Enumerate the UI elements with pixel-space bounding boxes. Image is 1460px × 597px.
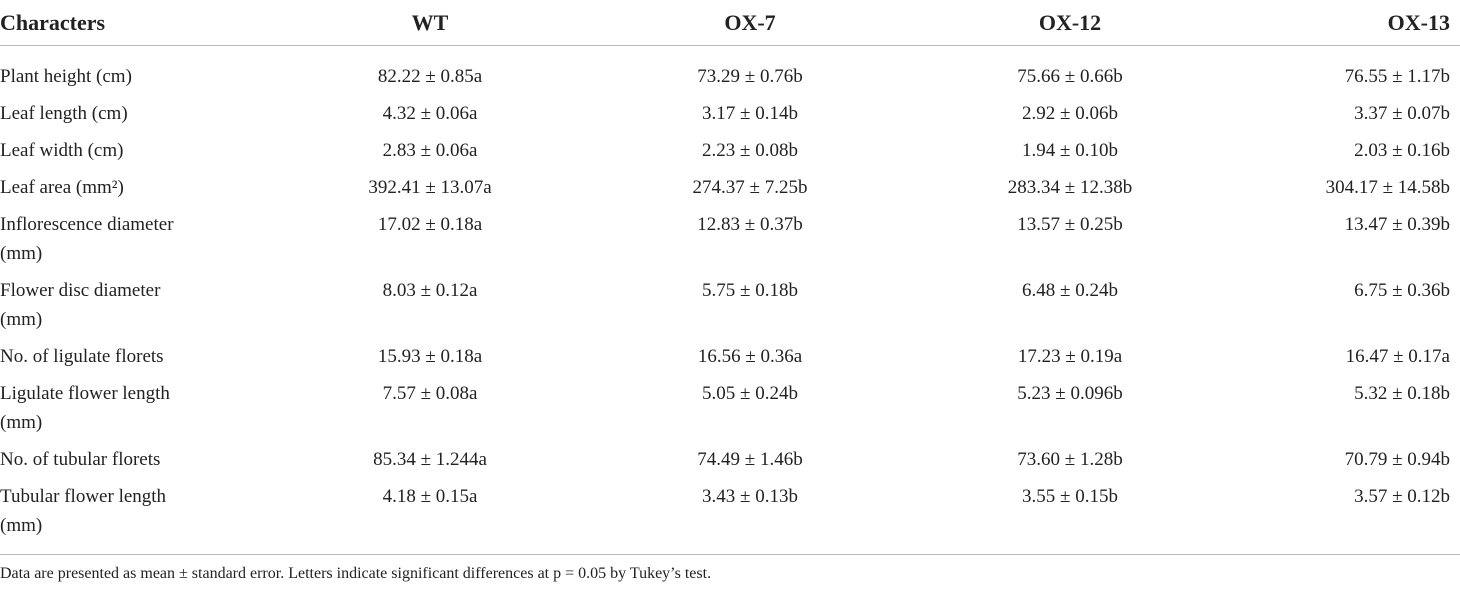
value-cell: 16.56 ± 0.36a [697,346,803,367]
value-cell: 82.22 ± 0.85a [377,66,483,87]
table-row: Inflorescence diameter (mm) 17.02 ± 0.18a… [0,206,1460,272]
row-label: Flower disc diameter (mm) [0,280,161,330]
row-label-cell: Plant height (cm) [0,46,270,96]
value-cell: 4.18 ± 0.15a [382,486,478,507]
table-row: No. of ligulate florets 15.93 ± 0.18a 16.5… [0,338,1460,375]
value-cell: 12.83 ± 0.37b [697,214,803,235]
row-label-cell: Flower disc diameter (mm) [0,272,270,338]
value-cell: 2.03 ± 0.16b [1354,140,1450,161]
value-cell: 3.37 ± 0.07b [1354,103,1450,124]
column-header: Characters [0,0,270,46]
column-header: WT [270,0,590,46]
header-row: Characters WT OX-7 OX-12 OX-13 [0,0,1460,46]
row-label: Leaf length (cm) [0,103,128,124]
column-header: OX-12 [910,0,1230,46]
row-label: No. of ligulate florets [0,346,164,367]
value-cell: 13.57 ± 0.25b [1017,214,1123,235]
row-label: Leaf width (cm) [0,140,124,161]
footnote: Data are presented as mean ± standard er… [0,565,712,582]
column-header: OX-13 [1230,0,1460,46]
value-cell: 392.41 ± 13.07a [368,177,492,198]
table-row: Leaf width (cm) 2.83 ± 0.06a 2.23 ± 0.08b 1… [0,132,1460,169]
value-cell: 2.23 ± 0.08b [702,140,798,161]
value-cell: 15.93 ± 0.18a [377,346,483,367]
value-cell: 73.60 ± 1.28b [1017,449,1123,470]
value-cell: 85.34 ± 1.244a [373,449,487,470]
row-label: Inflorescence diameter (mm) [0,214,174,264]
value-cell: 76.55 ± 1.17b [1344,66,1450,87]
row-label: Plant height (cm) [0,66,132,87]
value-cell: 274.37 ± 7.25b [692,177,808,198]
value-cell: 17.23 ± 0.19a [1017,346,1123,367]
value-cell: 75.66 ± 0.66b [1017,66,1123,87]
table-row: No. of tubular florets 85.34 ± 1.244a 74.4… [0,441,1460,478]
value-cell: 3.57 ± 0.12b [1354,486,1450,507]
value-cell: 5.23 ± 0.096b [1017,383,1123,404]
row-label-cell: Ligulate flower length (mm) [0,375,270,441]
value-cell: 13.47 ± 0.39b [1344,214,1450,235]
table-row: Flower disc diameter (mm) 8.03 ± 0.12a 5.7… [0,272,1460,338]
value-cell: 7.57 ± 0.08a [382,383,478,404]
value-cell: 2.83 ± 0.06a [382,140,478,161]
value-cell: 4.32 ± 0.06a [382,103,478,124]
value-cell: 5.75 ± 0.18b [702,280,798,301]
row-label-cell: No. of tubular florets [0,441,270,478]
row-label: No. of tubular florets [0,449,161,470]
table-row: Tubular flower length (mm) 4.18 ± 0.15a 3.… [0,478,1460,555]
value-cell: 3.55 ± 0.15b [1022,486,1118,507]
value-cell: 73.29 ± 0.76b [697,66,803,87]
row-label-cell: Leaf length (cm) [0,95,270,132]
value-cell: 5.32 ± 0.18b [1354,383,1450,404]
value-cell: 6.48 ± 0.24b [1022,280,1118,301]
column-header: OX-7 [590,0,910,46]
table-row: Ligulate flower length (mm) 7.57 ± 0.08a 5… [0,375,1460,441]
value-cell: 5.05 ± 0.24b [702,383,798,404]
row-label: Tubular flower length (mm) [0,486,167,536]
row-label: Ligulate flower length (mm) [0,383,170,433]
value-cell: 2.92 ± 0.06b [1022,103,1118,124]
row-label: Leaf area (mm²) [0,177,124,198]
table-row: Leaf area (mm²) 392.41 ± 13.07a 274.37 ± 7… [0,169,1460,206]
value-cell: 74.49 ± 1.46b [697,449,803,470]
table-row: Leaf length (cm) 4.32 ± 0.06a 3.17 ± 0.14b… [0,95,1460,132]
value-cell: 3.17 ± 0.14b [702,103,798,124]
value-cell: 1.94 ± 0.10b [1022,140,1118,161]
table-body: Plant height (cm) 82.22 ± 0.85a 73.29 ± 0.… [0,46,1460,555]
value-cell: 3.43 ± 0.13b [702,486,798,507]
row-label-cell: Inflorescence diameter (mm) [0,206,270,272]
value-cell: 17.02 ± 0.18a [377,214,483,235]
row-label-cell: No. of ligulate florets [0,338,270,375]
data-table: Characters WT OX-7 OX-12 OX-13 Plant height … [0,0,1460,555]
value-cell: 6.75 ± 0.36b [1354,280,1450,301]
row-label-cell: Tubular flower length (mm) [0,478,270,555]
row-label-cell: Leaf width (cm) [0,132,270,169]
row-label-cell: Leaf area (mm²) [0,169,270,206]
value-cell: 304.17 ± 14.58b [1325,177,1450,198]
value-cell: 70.79 ± 0.94b [1344,449,1450,470]
value-cell: 8.03 ± 0.12a [382,280,478,301]
value-cell: 16.47 ± 0.17a [1345,346,1450,367]
table-row: Plant height (cm) 82.22 ± 0.85a 73.29 ± 0.… [0,46,1460,96]
value-cell: 283.34 ± 12.38b [1007,177,1133,198]
